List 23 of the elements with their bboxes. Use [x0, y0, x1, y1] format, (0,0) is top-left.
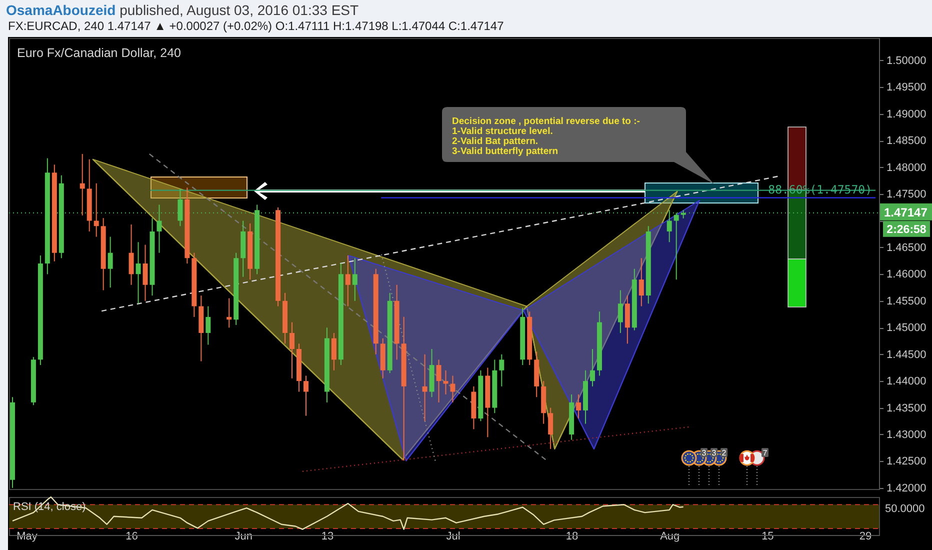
text: OsamaAbouzeid published, August 03, 2016 01:33 EST [6, 2, 359, 18]
y-tick-label: 1.45500 [886, 295, 926, 308]
y-tick-label: 1.45000 [886, 322, 926, 334]
y-tick-label: 1.43500 [886, 402, 926, 414]
y-tick-label: 1.42000 [886, 482, 926, 494]
annotation: Decision zone , potential reverse due to :- 1-Valid structure level. 2-Valid Bat pattern. 3-Valid butterfly pattern [452, 116, 640, 157]
y-tick-label: 1.47500 [886, 188, 926, 201]
y-tick-label: 1.44500 [886, 348, 926, 361]
ref-line-label: 1.47147 [884, 205, 928, 220]
y-tick-label: 1.49500 [886, 82, 926, 94]
y-tick-label: 1.48500 [886, 135, 926, 148]
y-tick-label: 1.44000 [886, 376, 926, 388]
y-tick-label: 1.46500 [886, 242, 926, 254]
y-tick-label: 1.49000 [886, 108, 926, 120]
y-tick-label: 1.43000 [886, 428, 926, 441]
y-tick-label: 1.46000 [886, 268, 926, 281]
y-tick-label: 1.50000 [886, 54, 926, 67]
y-tick-label: 1.42500 [886, 456, 926, 468]
y-tick-label: 1.48000 [886, 162, 926, 174]
chart-subtitle: FX:EURCAD, 240 1.47147 ▲ +0.00027 (+0.02%) O:1.47111 H:1.47198 L:1.47044 C:1.47147 [8, 19, 504, 33]
text: 50.0000 [885, 503, 925, 515]
text: Euro Fx/Canadian Dollar, 240 [17, 46, 182, 60]
text: 2:26:58 [886, 224, 927, 236]
